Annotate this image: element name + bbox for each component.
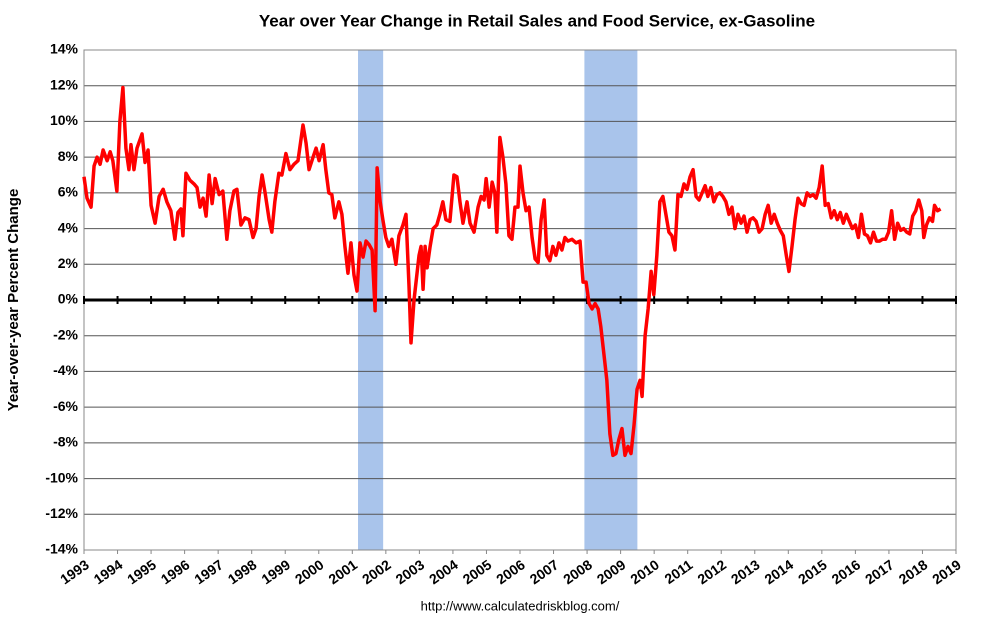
x-tick-label: 2006 [493, 556, 528, 587]
x-tick-label: 2008 [560, 556, 595, 587]
x-tick-label: 2015 [795, 556, 830, 587]
y-tick-label: -12% [45, 505, 78, 521]
x-tick-label: 2010 [627, 556, 662, 587]
y-tick-label: 8% [58, 148, 79, 164]
x-tick-label: 2004 [426, 556, 461, 587]
x-tick-label: 1996 [158, 556, 193, 587]
x-tick-label: 1993 [57, 556, 92, 587]
x-tick-label: 2017 [862, 556, 897, 587]
y-tick-label: -4% [53, 362, 78, 378]
y-tick-label: 0% [58, 291, 79, 307]
x-tick-label: 2003 [393, 556, 428, 587]
x-tick-label: 2002 [359, 556, 394, 587]
x-tick-label: 2016 [829, 556, 864, 587]
x-tick-label: 2001 [325, 556, 360, 587]
x-tick-label: 1995 [124, 556, 159, 587]
y-tick-label: -14% [45, 541, 78, 557]
y-tick-label: 2% [58, 255, 79, 271]
y-tick-label: 6% [58, 184, 79, 200]
x-tick-label: 2000 [292, 556, 327, 587]
data-line [82, 85, 942, 458]
x-tick-label: 1998 [225, 556, 260, 587]
x-tick-label: 2018 [896, 556, 931, 587]
x-tick-label: 2014 [761, 556, 796, 587]
x-tick-label: 1997 [191, 556, 226, 587]
x-tick-label: 2009 [594, 556, 629, 587]
x-tick-label: 2007 [527, 556, 562, 587]
y-tick-label: -8% [53, 434, 78, 450]
y-tick-label: -10% [45, 469, 78, 485]
y-tick-label: 4% [58, 219, 79, 235]
source-note: http://www.calculatedriskblog.com/ [421, 598, 620, 613]
y-axis-label: Year-over-year Percent Change [5, 189, 22, 412]
x-tick-label: 2011 [661, 556, 695, 587]
x-tick-label: 1999 [258, 556, 293, 587]
y-tick-label: 14% [50, 41, 79, 57]
y-tick-label: -6% [53, 398, 78, 414]
y-tick-label: 10% [50, 112, 79, 128]
y-tick-label: -2% [53, 326, 78, 342]
x-tick-label: 2019 [929, 556, 964, 587]
x-tick-label: 2013 [728, 556, 763, 587]
x-tick-label: 2005 [460, 556, 495, 587]
y-tick-label: 12% [50, 76, 79, 92]
x-tick-label: 1994 [91, 556, 126, 587]
chart-title: Year over Year Change in Retail Sales an… [259, 11, 815, 30]
x-tick-label: 2012 [694, 556, 729, 587]
